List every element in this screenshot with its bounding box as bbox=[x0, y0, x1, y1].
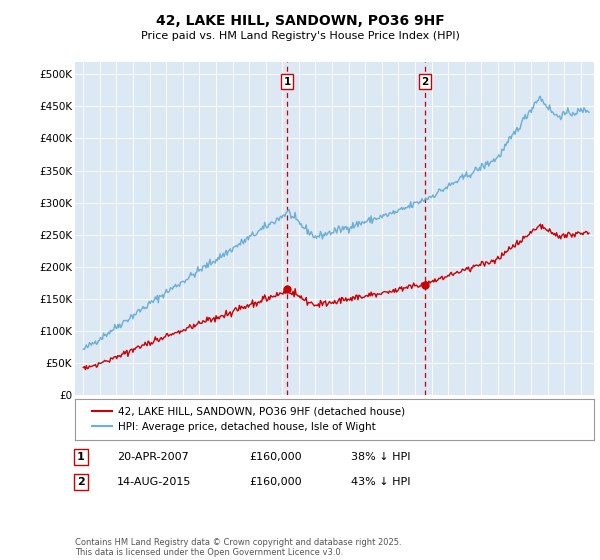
Text: 1: 1 bbox=[284, 77, 291, 87]
Text: 1: 1 bbox=[77, 452, 85, 462]
Text: 42, LAKE HILL, SANDOWN, PO36 9HF: 42, LAKE HILL, SANDOWN, PO36 9HF bbox=[155, 14, 445, 28]
Text: £160,000: £160,000 bbox=[249, 452, 302, 462]
Text: Price paid vs. HM Land Registry's House Price Index (HPI): Price paid vs. HM Land Registry's House … bbox=[140, 31, 460, 41]
Text: £160,000: £160,000 bbox=[249, 477, 302, 487]
Legend: 42, LAKE HILL, SANDOWN, PO36 9HF (detached house), HPI: Average price, detached : 42, LAKE HILL, SANDOWN, PO36 9HF (detach… bbox=[85, 400, 411, 438]
Text: 38% ↓ HPI: 38% ↓ HPI bbox=[351, 452, 410, 462]
Text: 2: 2 bbox=[77, 477, 85, 487]
Text: 20-APR-2007: 20-APR-2007 bbox=[117, 452, 189, 462]
Text: Contains HM Land Registry data © Crown copyright and database right 2025.
This d: Contains HM Land Registry data © Crown c… bbox=[75, 538, 401, 557]
Text: 14-AUG-2015: 14-AUG-2015 bbox=[117, 477, 191, 487]
Text: 43% ↓ HPI: 43% ↓ HPI bbox=[351, 477, 410, 487]
Text: 2: 2 bbox=[422, 77, 429, 87]
